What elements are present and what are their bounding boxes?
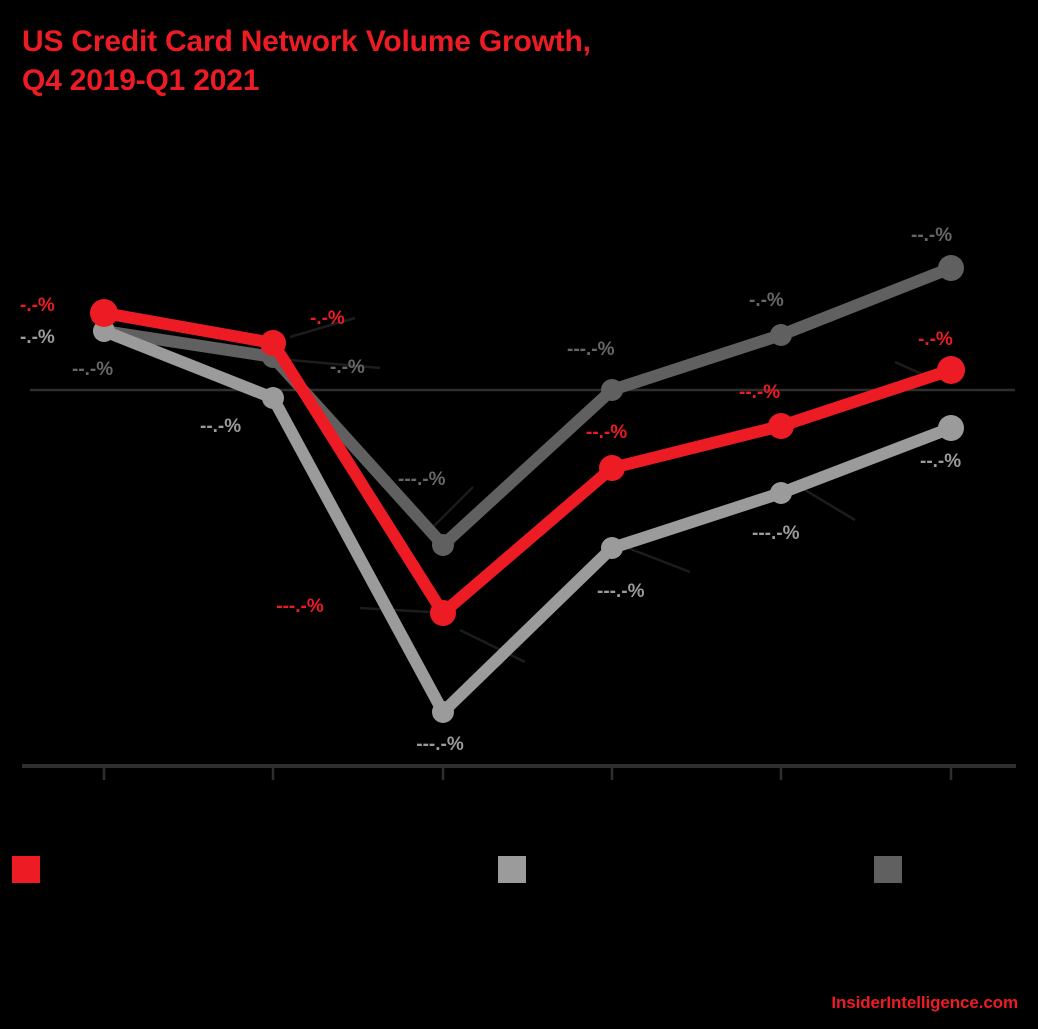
page-title: US Credit Card Network Volume Growth, Q4… [22, 25, 591, 97]
data-label-light-p1: -.-% [20, 327, 55, 348]
data-label-red-p1: -.-% [20, 295, 55, 316]
data-label-light-p5: ---.-% [752, 523, 800, 544]
series-light-gray-line [98, 325, 957, 718]
leader-lines [289, 316, 936, 664]
data-label-dark-p1: --.-% [72, 359, 114, 380]
data-label-red-p5: --.-% [739, 382, 781, 403]
series-red-points [90, 299, 965, 626]
series-red-line [98, 307, 957, 619]
data-label-dark-p2: -.-% [330, 357, 365, 378]
data-label-light-p2: --.-% [200, 416, 242, 437]
data-label-dark-p3: ---.-% [398, 469, 446, 490]
legend-swatch-series-2[interactable] [498, 856, 526, 883]
data-label-dark-p4: ---.-% [567, 339, 615, 360]
data-label-light-p6: --.-% [920, 451, 962, 472]
data-label-light-p4: ---.-% [597, 581, 645, 602]
data-label-red-p6: -.-% [918, 329, 953, 350]
legend-swatch-series-3[interactable] [874, 856, 902, 883]
attribution-footer: InsiderIntelligence.com [831, 993, 1018, 1012]
data-label-red-p2: -.-% [310, 308, 345, 329]
data-label-red-p3: ---.-% [276, 596, 324, 617]
series-dark-gray-line [98, 262, 957, 551]
series-light-gray-points [93, 320, 964, 723]
data-label-red-p4: --.-% [586, 422, 628, 443]
data-label-dark-p5: -.-% [749, 290, 784, 311]
data-label-light-p3: ---.-% [416, 734, 464, 755]
legend-swatch-series-1[interactable] [12, 856, 40, 883]
x-axis-ticks [102, 766, 953, 780]
data-label-dark-p6: --.-% [911, 225, 953, 246]
